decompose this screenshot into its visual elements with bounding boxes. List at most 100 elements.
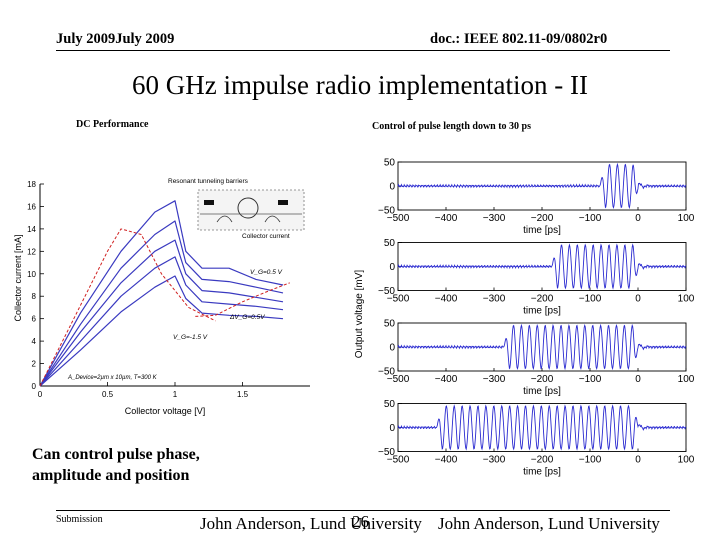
header-doc-id: doc.: IEEE 802.11-09/0802r0: [430, 31, 608, 47]
iv-y-tick-label: 4: [32, 337, 37, 346]
pulse-waveform: [397, 243, 687, 290]
header-date: July 2009July 2009: [56, 31, 175, 47]
pulse-x-tick-label: 0: [635, 374, 641, 385]
pulse-x-tick-label: 0: [635, 294, 641, 305]
slide-title: 60 GHz impulse radio implementation - II: [132, 70, 588, 100]
pulse-y-tick-label: −50: [378, 286, 395, 297]
pulse-y-tick-label: 0: [389, 182, 395, 193]
pulse-panel-4: 50 0 −50−500 −400 −300 −200 −100 0 100 time [ps]: [378, 399, 695, 477]
iv-y-tick-label: 14: [27, 225, 36, 234]
pulse-y-tick-label: −50: [378, 206, 395, 217]
iv-series-line-3: [39, 239, 284, 387]
annotation-collector-current: Collector current: [242, 233, 290, 240]
pulse-waveform: [397, 404, 687, 451]
pulse-panel-1: 50 0 −50−500 −400 −300 −200 −100 0 100 time [ps]: [378, 158, 695, 237]
pulse-y-tick-label: 0: [389, 343, 395, 354]
pulse-y-tick-label: 0: [389, 423, 395, 434]
pulse-x-tick-label: −500: [387, 455, 410, 466]
iv-dashed-line-2: [195, 282, 290, 317]
iv-series: [39, 200, 290, 387]
pulse-x-tick-label: −100: [579, 294, 602, 305]
iv-y-tick-label: 12: [27, 247, 36, 256]
iv-y-tick-label: 2: [32, 360, 37, 369]
footer-author: John Anderson, Lund University: [200, 514, 422, 533]
iv-series-line-5: [39, 275, 284, 387]
pulse-x-tick-label: −200: [531, 455, 554, 466]
pulse-x-tick-label: −200: [531, 374, 554, 385]
pulse-waveform: [397, 162, 687, 210]
iv-y-tick-label: 16: [27, 202, 36, 211]
pulse-waveform: [397, 323, 687, 371]
iv-y-axis-label: Collector current [mA]: [13, 234, 23, 321]
pulse-y-tick-label: 50: [384, 238, 396, 249]
pulse-x-tick-label: −400: [435, 455, 458, 466]
footer-rule: [56, 510, 670, 511]
iv-y-tick-label: 8: [32, 292, 37, 301]
pulse-x-tick-label: −400: [435, 213, 458, 224]
footer-author-repeat: John Anderson, Lund University: [438, 514, 660, 533]
pulse-x-axis-label: time [ps]: [523, 306, 561, 317]
pulse-y-tick-label: 50: [384, 319, 396, 330]
note-text: Can control pulse phase, amplitude and p…: [32, 444, 200, 486]
iv-series-line-2: [39, 220, 284, 387]
iv-axes: 0 2 4 6 8 10 12 14 16 18 0 0.5 1 1.5: [27, 180, 310, 399]
iv-x-tick-label: 1: [173, 390, 178, 399]
pulse-x-tick-label: 0: [635, 213, 641, 224]
pulse-y-tick-label: 50: [384, 399, 396, 410]
iv-inset: [197, 189, 305, 231]
pulse-x-tick-label: 100: [678, 294, 695, 305]
iv-y-tick-label: 10: [27, 270, 36, 279]
left-caption: DC Performance: [76, 119, 149, 130]
annotation-device: A_Device=2µm x 10µm, T=300 K: [67, 375, 158, 381]
pulse-y-tick-label: 0: [389, 262, 395, 273]
note-line-1: Can control pulse phase,: [32, 446, 200, 463]
annotation-vg-high: V_G=0.5 V: [250, 269, 283, 276]
pulse-x-tick-label: −200: [531, 213, 554, 224]
iv-x-axis-label: Collector voltage [V]: [125, 406, 206, 416]
iv-x-tick-label: 0: [38, 390, 43, 399]
annotation-barriers: Resonant tunneling barriers: [168, 178, 249, 185]
header-rule: [56, 50, 670, 51]
pulse-x-tick-label: −200: [531, 294, 554, 305]
pulse-x-tick-label: 100: [678, 455, 695, 466]
iv-series-line-4: [39, 256, 284, 387]
pulse-y-tick-label: −50: [378, 367, 395, 378]
pulse-x-tick-label: 100: [678, 213, 695, 224]
pulse-y-tick-label: 50: [384, 158, 396, 169]
pulse-panel-3: 50 0 −50−500 −400 −300 −200 −100 0 100 time [ps]: [378, 319, 695, 398]
footer-submission: Submission: [56, 514, 103, 525]
pulse-x-tick-label: 100: [678, 374, 695, 385]
pulse-y-axis-label: Output voltage [mV]: [354, 270, 365, 359]
pulse-x-tick-label: −500: [387, 213, 410, 224]
pulse-x-tick-label: −400: [435, 294, 458, 305]
iv-chart: 0 2 4 6 8 10 12 14 16 18 0 0.5 1 1.5 Resonant tunneli…: [13, 178, 310, 416]
pulse-x-tick-label: −300: [483, 455, 506, 466]
pulse-x-axis-label: time [ps]: [523, 225, 561, 236]
iv-y-tick-label: 0: [32, 382, 37, 391]
iv-x-tick-label: 1.5: [237, 390, 249, 399]
annotation-delta-vg: ΔV_G=0.5V: [229, 314, 265, 321]
iv-series-line-1: [39, 200, 284, 387]
iv-x-tick-label: 0.5: [102, 390, 114, 399]
iv-y-tick-label: 6: [32, 315, 37, 324]
iv-y-tick-label: 18: [27, 180, 36, 189]
pulse-x-tick-label: −300: [483, 294, 506, 305]
pulse-x-tick-label: −300: [483, 213, 506, 224]
footer-page-number: 26: [352, 512, 369, 531]
pulse-x-tick-label: −100: [579, 455, 602, 466]
pulse-x-tick-label: −300: [483, 374, 506, 385]
pulse-x-tick-label: −400: [435, 374, 458, 385]
pulse-x-tick-label: −100: [579, 374, 602, 385]
pulse-x-axis-label: time [ps]: [523, 467, 561, 478]
pulse-x-tick-label: −100: [579, 213, 602, 224]
iv-dashed-line-1: [39, 228, 216, 387]
pulse-y-tick-label: −50: [378, 447, 395, 458]
right-caption: Control of pulse length down to 30 ps: [372, 121, 532, 132]
pulse-x-axis-label: time [ps]: [523, 386, 561, 397]
pulse-x-tick-label: 0: [635, 455, 641, 466]
pulse-x-tick-label: −500: [387, 374, 410, 385]
annotation-vg-low: V_G=-1.5 V: [173, 334, 208, 341]
pulse-x-tick-label: −500: [387, 294, 410, 305]
